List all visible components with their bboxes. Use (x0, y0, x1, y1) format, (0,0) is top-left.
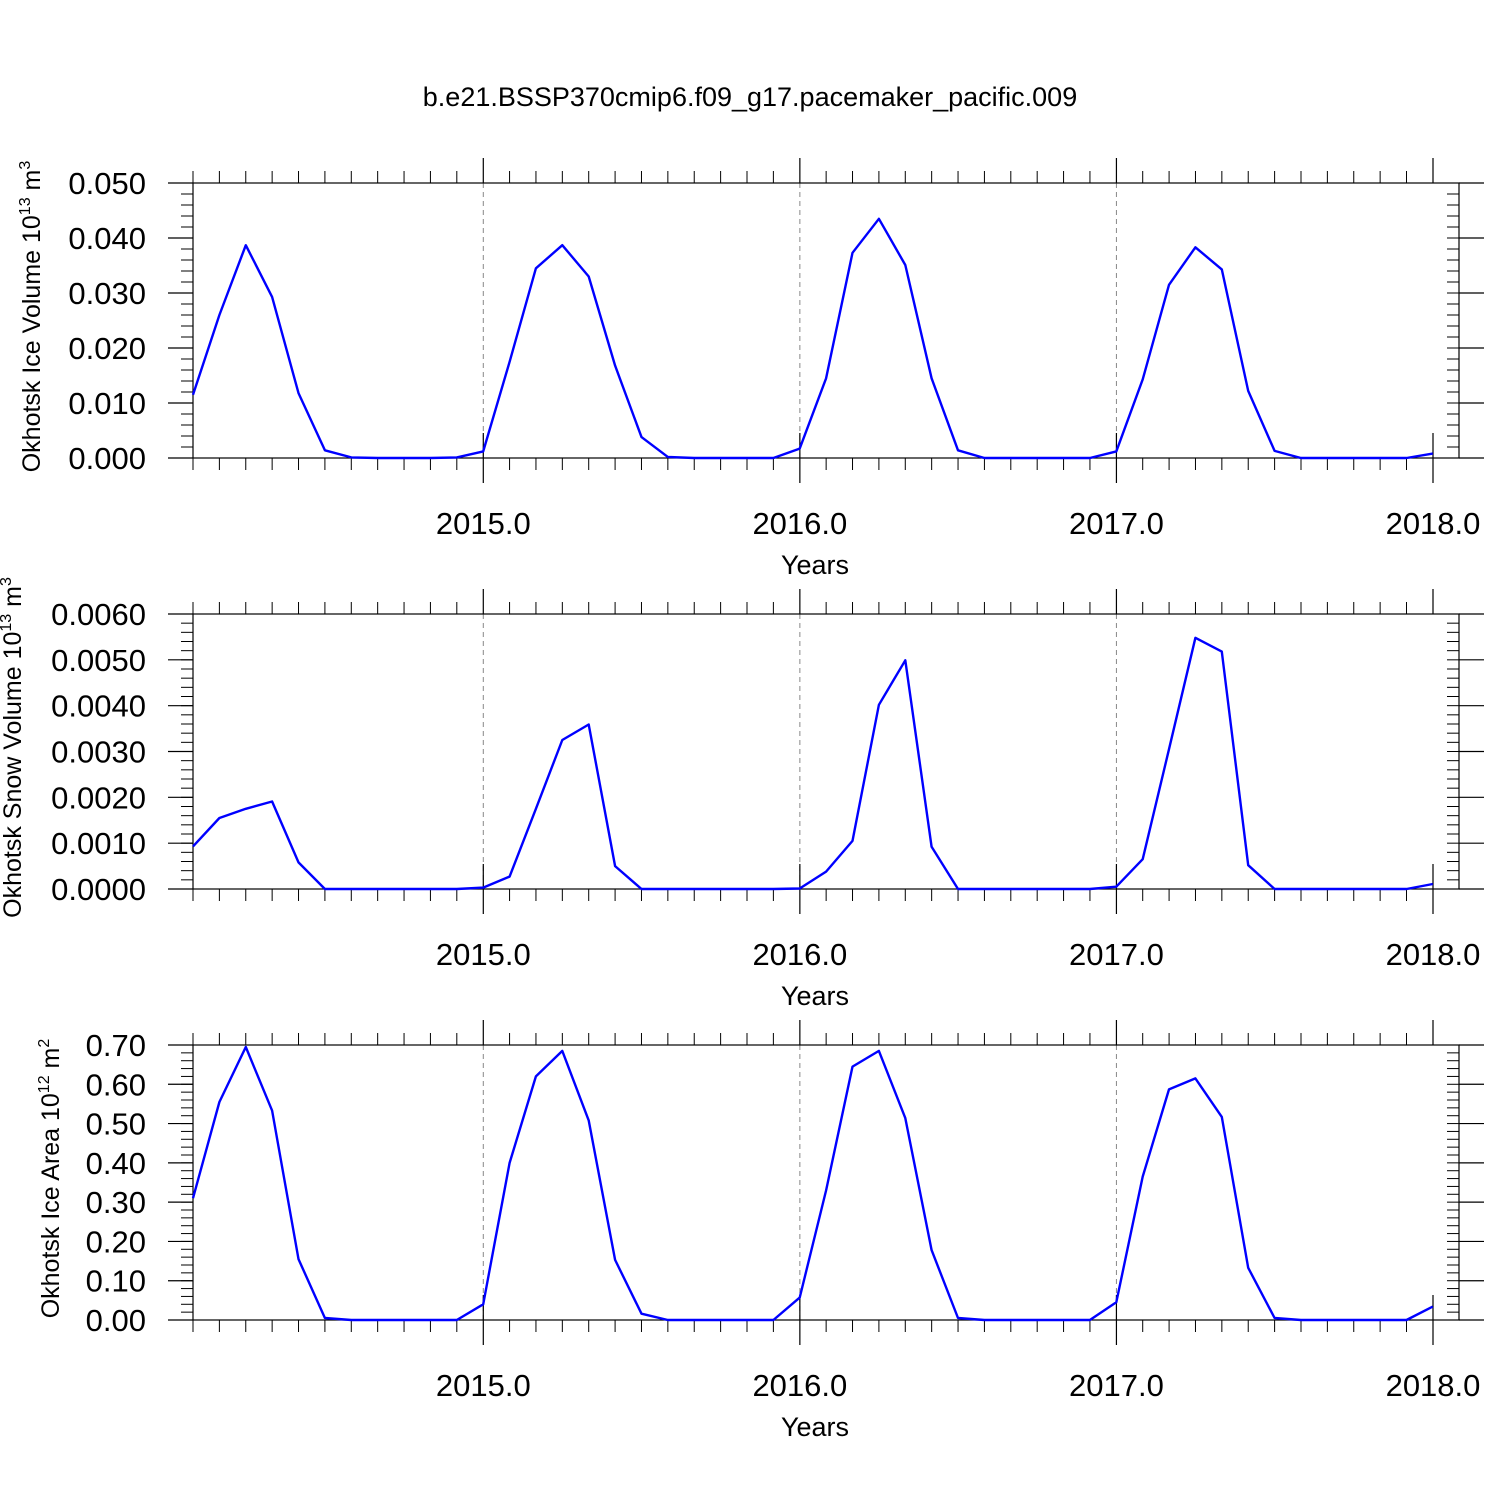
panel3-x-tick-label: 2017.0 (1069, 1368, 1164, 1403)
panel2-series-line (192, 636, 1434, 891)
panel1-y-tick-label: 0.040 (68, 221, 146, 256)
panel1-x-tick-label: 2018.0 (1386, 506, 1481, 541)
panel3-x-tick-label: 2018.0 (1386, 1368, 1481, 1403)
panel1-x-axis-label: Years (781, 550, 849, 580)
panel3-y-tick-label: 0.60 (86, 1067, 146, 1102)
figure-title: b.e21.BSSP370cmip6.f09_g17.pacemaker_pac… (423, 82, 1077, 112)
panel3-x-tick-label: 2015.0 (436, 1368, 531, 1403)
panel3-x-axis-label: Years (781, 1412, 849, 1442)
panel2-y-tick-label: 0.0060 (51, 597, 146, 632)
panel3-y-tick-label: 0.30 (86, 1185, 146, 1220)
panel3-x-tick-label: 2016.0 (752, 1368, 847, 1403)
panel2-x-tick-label: 2018.0 (1386, 937, 1481, 972)
panel2-y-tick-label: 0.0000 (51, 872, 146, 907)
panel1-y-tick-label: 0.000 (68, 441, 146, 476)
panel3-y-tick-label: 0.20 (86, 1224, 146, 1259)
panel1-x-tick-label: 2016.0 (752, 506, 847, 541)
panel1-y-tick-label: 0.010 (68, 386, 146, 421)
panel1-series-line (191, 217, 1433, 460)
panel3-y-tick-label: 0.40 (86, 1146, 146, 1181)
panel2-x-tick-label: 2016.0 (752, 937, 847, 972)
panel2-y-tick-label: 0.0040 (51, 689, 146, 724)
panel1-y-tick-label: 0.030 (68, 276, 146, 311)
panel2-y-axis-label: Okhotsk Snow Volume 1013 m3 (0, 577, 27, 918)
panel3-y-tick-label: 0.00 (86, 1303, 146, 1338)
panel1-y-tick-label: 0.020 (68, 331, 146, 366)
panel2-y-tick-label: 0.0050 (51, 643, 146, 678)
panel1-y-tick-label: 0.050 (68, 166, 146, 201)
panel3-y-axis-label: Okhotsk Ice Area 1012 m2 (36, 1039, 65, 1319)
panel1-plot-frame (192, 182, 1460, 459)
panel2-x-tick-label: 2015.0 (436, 937, 531, 972)
panel2-y-tick-label: 0.0020 (51, 780, 146, 815)
panel2-y-tick-label: 0.0030 (51, 735, 146, 770)
panel2-x-axis-label: Years (781, 981, 849, 1011)
panel1-x-tick-label: 2017.0 (1069, 506, 1164, 541)
panel1-x-tick-label: 2015.0 (436, 506, 531, 541)
panel2-x-tick-label: 2017.0 (1069, 937, 1164, 972)
panel3-y-tick-label: 0.70 (86, 1028, 146, 1063)
panel3-plot-frame (192, 1044, 1460, 1321)
panel2-y-tick-label: 0.0010 (51, 826, 146, 861)
panel1-y-axis-label: Okhotsk Ice Volume 1013 m3 (17, 161, 46, 473)
panel3-y-tick-label: 0.10 (86, 1264, 146, 1299)
panel2-plot-frame (192, 613, 1460, 890)
panel3-y-tick-label: 0.50 (86, 1107, 146, 1142)
panel3-series-line (191, 1045, 1434, 1322)
